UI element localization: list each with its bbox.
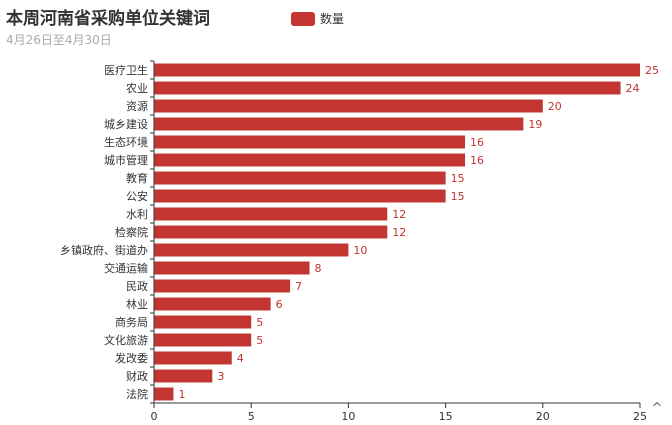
data-label-18: 1 <box>178 388 185 401</box>
data-label-5: 16 <box>470 154 484 167</box>
bar-5[interactable] <box>154 153 466 167</box>
legend-label: 数量 <box>320 12 345 26</box>
legend-swatch <box>291 11 315 26</box>
y-tick-label-12: 民政 <box>126 279 148 293</box>
bar-6[interactable] <box>154 171 446 185</box>
bar-8[interactable] <box>154 207 388 221</box>
chart-subtitle: 4月26日至4月30日 <box>6 33 112 47</box>
data-label-0: 25 <box>645 64 659 77</box>
y-tick-label-13: 林业 <box>126 297 148 311</box>
y-tick-label-8: 水利 <box>126 208 148 221</box>
data-label-10: 10 <box>353 244 367 257</box>
y-tick-label-15: 文化旅游 <box>104 333 148 347</box>
legend-item[interactable]: 数量 <box>291 10 344 27</box>
y-tick-label-17: 财政 <box>126 369 148 383</box>
data-label-17: 3 <box>217 370 224 383</box>
chart-title: 本周河南省采购单位关键词 <box>6 9 210 29</box>
data-label-14: 5 <box>256 316 263 329</box>
y-tick-label-16: 发改委 <box>115 351 148 365</box>
y-tick-label-9: 检察院 <box>115 225 148 239</box>
bar-2[interactable] <box>154 99 543 113</box>
data-label-15: 5 <box>256 334 263 347</box>
bar-1[interactable] <box>154 81 621 95</box>
bar-14[interactable] <box>154 315 252 329</box>
data-label-3: 19 <box>528 118 542 131</box>
data-label-11: 8 <box>315 262 322 275</box>
bar-13[interactable] <box>154 297 271 311</box>
bar-16[interactable] <box>154 351 232 365</box>
y-tick-label-6: 教育 <box>126 171 148 185</box>
x-tick-label-0: 0 <box>151 410 158 423</box>
bar-18[interactable] <box>154 387 174 401</box>
bar-10[interactable] <box>154 243 349 257</box>
y-tick-label-10: 乡镇政府、街道办 <box>60 243 148 257</box>
bar-12[interactable] <box>154 279 291 293</box>
y-tick-label-3: 城乡建设 <box>104 117 148 131</box>
x-tick-label-4: 20 <box>536 410 550 423</box>
x-tick-label-3: 15 <box>439 410 453 423</box>
y-tick-label-4: 生态环境 <box>104 135 148 149</box>
bar-17[interactable] <box>154 369 213 383</box>
bar-9[interactable] <box>154 225 388 239</box>
y-tick-label-1: 农业 <box>126 81 148 95</box>
data-label-7: 15 <box>451 190 465 203</box>
x-tick-label-5: 25 <box>633 410 647 423</box>
chevron-up-icon[interactable]: ^ <box>652 401 663 416</box>
data-label-4: 16 <box>470 136 484 149</box>
y-tick-label-0: 医疗卫生 <box>104 63 148 77</box>
bar-0[interactable] <box>154 63 640 77</box>
x-tick-label-2: 10 <box>341 410 355 423</box>
y-tick-label-5: 城市管理 <box>104 153 148 167</box>
data-label-2: 20 <box>548 100 562 113</box>
y-tick-label-14: 商务局 <box>115 315 148 329</box>
bar-4[interactable] <box>154 135 466 149</box>
data-label-16: 4 <box>237 352 244 365</box>
bar-15[interactable] <box>154 333 252 347</box>
data-label-9: 12 <box>392 226 406 239</box>
x-tick-label-1: 5 <box>248 410 255 423</box>
data-label-12: 7 <box>295 280 302 293</box>
y-tick-label-2: 资源 <box>126 99 148 113</box>
y-tick-label-7: 公安 <box>126 189 148 203</box>
data-label-1: 24 <box>626 82 640 95</box>
data-label-6: 15 <box>451 172 465 185</box>
data-label-8: 12 <box>392 208 406 221</box>
bar-7[interactable] <box>154 189 446 203</box>
y-tick-label-11: 交通运输 <box>104 261 148 275</box>
bar-3[interactable] <box>154 117 524 131</box>
data-label-13: 6 <box>276 298 283 311</box>
bar-11[interactable] <box>154 261 310 275</box>
y-tick-label-18: 法院 <box>126 387 148 401</box>
